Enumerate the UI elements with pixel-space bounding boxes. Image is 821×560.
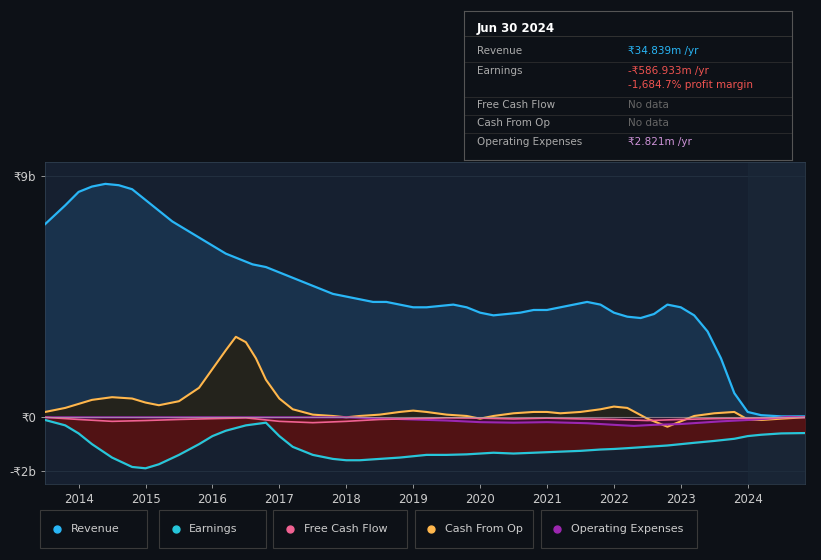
Text: No data: No data bbox=[628, 118, 669, 128]
Text: Revenue: Revenue bbox=[71, 524, 120, 534]
Text: Cash From Op: Cash From Op bbox=[477, 118, 550, 128]
Bar bbox=[415, 510, 533, 548]
Text: Revenue: Revenue bbox=[477, 46, 522, 56]
Bar bbox=[748, 162, 805, 484]
Text: Operating Expenses: Operating Expenses bbox=[571, 524, 684, 534]
Bar bbox=[158, 510, 266, 548]
Text: Jun 30 2024: Jun 30 2024 bbox=[477, 22, 555, 35]
Text: Free Cash Flow: Free Cash Flow bbox=[304, 524, 388, 534]
Bar bbox=[540, 510, 697, 548]
Text: -1,684.7% profit margin: -1,684.7% profit margin bbox=[628, 81, 753, 90]
Text: Earnings: Earnings bbox=[477, 66, 522, 76]
Bar bbox=[273, 510, 407, 548]
Text: -₹586.933m /yr: -₹586.933m /yr bbox=[628, 66, 709, 76]
Text: Cash From Op: Cash From Op bbox=[445, 524, 523, 534]
Text: Free Cash Flow: Free Cash Flow bbox=[477, 100, 555, 110]
Text: No data: No data bbox=[628, 100, 669, 110]
Bar bbox=[40, 510, 148, 548]
Text: ₹2.821m /yr: ₹2.821m /yr bbox=[628, 137, 692, 147]
Text: Earnings: Earnings bbox=[190, 524, 238, 534]
Text: Operating Expenses: Operating Expenses bbox=[477, 137, 582, 147]
Text: ₹34.839m /yr: ₹34.839m /yr bbox=[628, 46, 699, 56]
